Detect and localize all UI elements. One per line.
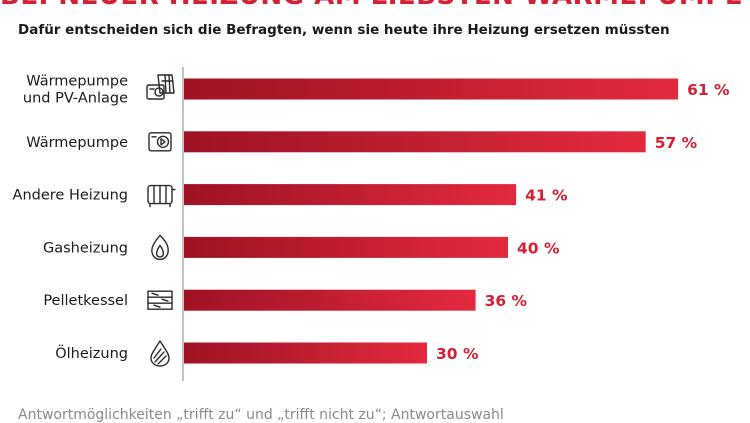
value-label: 36 % <box>485 292 528 310</box>
bar <box>184 236 508 258</box>
category-label: Wärmepumpe <box>26 135 128 151</box>
bar <box>184 184 517 206</box>
page-title: BEI NEUER HEIZUNG AM LIEBSTEN WÄRMEPUMPE <box>0 0 750 11</box>
value-label: 30 % <box>436 345 479 363</box>
chart-subtitle: Dafür entscheiden sich die Befragten, we… <box>18 22 670 38</box>
oil-drop-icon <box>150 340 170 367</box>
footnote: Antwortmöglichkeiten „trifft zu“ und „tr… <box>18 407 504 423</box>
bar <box>184 131 646 153</box>
heatpump-solar-icon <box>146 74 175 100</box>
radiator-icon <box>147 184 176 208</box>
bar <box>184 78 679 100</box>
heatpump-icon <box>148 132 172 152</box>
value-label: 40 % <box>517 239 560 257</box>
category-label: Gasheizung <box>43 240 128 256</box>
value-label: 61 % <box>687 81 730 99</box>
bar <box>184 289 476 311</box>
wood-pellet-icon <box>147 290 173 310</box>
category-label: Ölheizung <box>55 344 128 362</box>
bar <box>184 342 427 364</box>
flame-icon <box>151 234 169 261</box>
category-label: Wärmepumpe und PV-Anlage <box>23 74 128 107</box>
category-label: Andere Heizung <box>13 188 128 204</box>
value-label: 57 % <box>655 134 698 152</box>
value-label: 41 % <box>525 187 568 205</box>
category-label: Pelletkessel <box>43 293 128 309</box>
